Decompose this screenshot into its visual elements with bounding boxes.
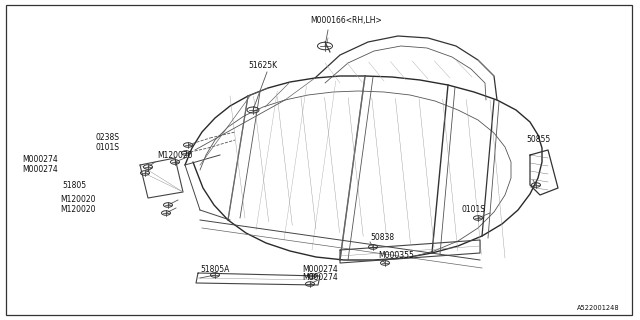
Text: M000166<RH,LH>: M000166<RH,LH> — [310, 15, 381, 25]
Text: A522001248: A522001248 — [577, 305, 620, 311]
Text: M120020: M120020 — [157, 150, 193, 159]
Text: 0238S: 0238S — [95, 133, 119, 142]
Text: M000274: M000274 — [302, 265, 338, 274]
Text: M000274: M000274 — [22, 156, 58, 164]
Text: M000355: M000355 — [378, 252, 414, 260]
Text: 50838: 50838 — [370, 234, 394, 243]
Text: 50855: 50855 — [526, 135, 550, 145]
Text: M000274: M000274 — [302, 274, 338, 283]
Text: 51805: 51805 — [62, 180, 86, 189]
Text: 51625K: 51625K — [248, 60, 277, 69]
Text: M120020: M120020 — [60, 205, 95, 214]
Text: 0101S: 0101S — [95, 143, 119, 153]
Text: 51805A: 51805A — [200, 266, 229, 275]
Text: 0101S: 0101S — [462, 205, 486, 214]
Text: M000274: M000274 — [22, 165, 58, 174]
Text: M120020: M120020 — [60, 196, 95, 204]
